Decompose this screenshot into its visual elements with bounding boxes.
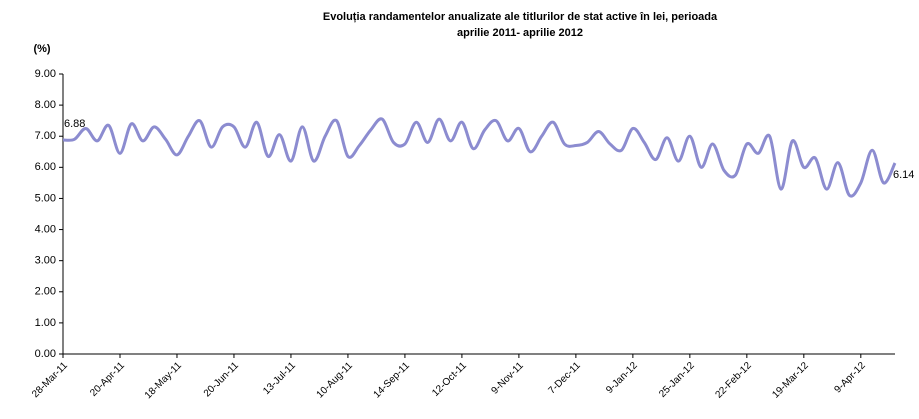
y-tick-label: 1.00 [35,317,56,329]
y-tick-label: 5.00 [35,192,56,204]
data-label: 6.14 [893,169,914,181]
x-tick-label: 20-Jun-11 [202,360,241,399]
x-tick-label: 20-Apr-11 [88,360,127,399]
y-tick-label: 0.00 [35,348,56,360]
y-tick-label: 3.00 [35,255,56,267]
y-axis-label: (%) [33,43,50,55]
chart-title: Evoluția randamentelor anualizate ale ti… [323,11,718,23]
x-tick-label: 9-Apr-12 [833,360,869,396]
y-tick-label: 7.00 [35,130,56,142]
y-tick-label: 2.00 [35,286,56,298]
x-tick-label: 19-Mar-12 [770,360,811,401]
x-tick-label: 25-Jan-12 [657,360,697,400]
x-tick-label: 13-Jul-11 [261,360,298,397]
x-tick-label: 22-Feb-12 [713,360,754,401]
data-label: 6.88 [64,118,85,130]
x-tick-label: 7-Dec-11 [547,360,584,397]
y-tick-label: 9.00 [35,68,56,80]
x-tick-label: 18-May-11 [143,360,184,401]
x-tick-label: 28-Mar-11 [30,360,70,400]
x-tick-label: 9-Nov-11 [490,360,527,397]
series-line [62,117,897,198]
y-tick-label: 6.00 [35,161,56,173]
chart-title: aprilie 2011- aprilie 2012 [457,27,583,39]
y-tick-label: 8.00 [35,99,56,111]
x-tick-label: 10-Aug-11 [315,360,356,401]
x-tick-label: 14-Sep-11 [372,360,413,401]
x-tick-label: 9-Jan-12 [604,360,640,396]
x-tick-label: 12-Oct-11 [430,360,469,399]
y-tick-label: 4.00 [35,223,56,235]
